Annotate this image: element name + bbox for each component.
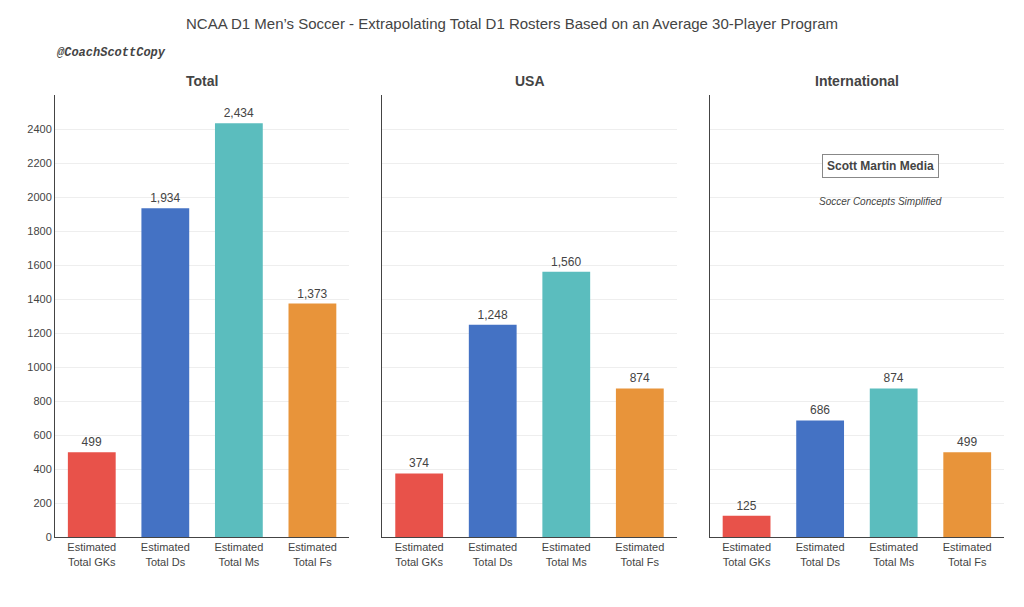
svg-text:200: 200 <box>33 497 51 509</box>
svg-text:874: 874 <box>884 371 904 385</box>
svg-text:1000: 1000 <box>27 361 51 373</box>
svg-text:1200: 1200 <box>27 327 51 339</box>
svg-text:EstimatedTotal Ms: EstimatedTotal Ms <box>214 541 263 567</box>
svg-text:686: 686 <box>810 403 830 417</box>
svg-text:499: 499 <box>957 435 977 449</box>
svg-text:2400: 2400 <box>27 123 51 135</box>
svg-text:EstimatedTotal GKs: EstimatedTotal GKs <box>722 541 771 567</box>
svg-text:1600: 1600 <box>27 259 51 271</box>
svg-text:1800: 1800 <box>27 225 51 237</box>
svg-text:EstimatedTotal GKs: EstimatedTotal GKs <box>395 541 444 567</box>
svg-text:2,434: 2,434 <box>224 106 254 120</box>
svg-text:EstimatedTotal Fs: EstimatedTotal Fs <box>943 541 992 567</box>
svg-text:EstimatedTotal Ds: EstimatedTotal Ds <box>468 541 517 567</box>
svg-text:EstimatedTotal Fs: EstimatedTotal Fs <box>615 541 664 567</box>
svg-text:EstimatedTotal Ds: EstimatedTotal Ds <box>796 541 845 567</box>
svg-text:Soccer Concepts Simplified: Soccer Concepts Simplified <box>819 196 942 207</box>
svg-text:@CoachScottCopy: @CoachScottCopy <box>57 46 166 60</box>
svg-text:EstimatedTotal Ms: EstimatedTotal Ms <box>869 541 918 567</box>
svg-text:1,248: 1,248 <box>478 308 508 322</box>
svg-text:EstimatedTotal Ms: EstimatedTotal Ms <box>542 541 591 567</box>
svg-text:1,373: 1,373 <box>297 287 327 301</box>
svg-text:1,934: 1,934 <box>150 191 180 205</box>
svg-text:125: 125 <box>736 499 756 513</box>
svg-text:EstimatedTotal GKs: EstimatedTotal GKs <box>67 541 116 567</box>
svg-text:Total: Total <box>186 73 218 89</box>
svg-text:International: International <box>815 73 899 89</box>
svg-text:EstimatedTotal Ds: EstimatedTotal Ds <box>141 541 190 567</box>
svg-text:USA: USA <box>515 73 545 89</box>
svg-text:0: 0 <box>46 531 52 543</box>
svg-text:400: 400 <box>33 463 51 475</box>
svg-text:800: 800 <box>33 395 51 407</box>
svg-text:1,560: 1,560 <box>551 255 581 269</box>
svg-text:NCAA D1 Men’s Soccer - Extrapo: NCAA D1 Men’s Soccer - Extrapolating Tot… <box>186 15 838 32</box>
svg-text:874: 874 <box>630 371 650 385</box>
svg-text:Scott Martin Media: Scott Martin Media <box>827 159 934 173</box>
svg-text:2200: 2200 <box>27 157 51 169</box>
svg-text:499: 499 <box>82 435 102 449</box>
svg-text:374: 374 <box>409 456 429 470</box>
svg-text:1400: 1400 <box>27 293 51 305</box>
svg-text:EstimatedTotal Fs: EstimatedTotal Fs <box>288 541 337 567</box>
svg-text:600: 600 <box>33 429 51 441</box>
svg-text:2000: 2000 <box>27 191 51 203</box>
